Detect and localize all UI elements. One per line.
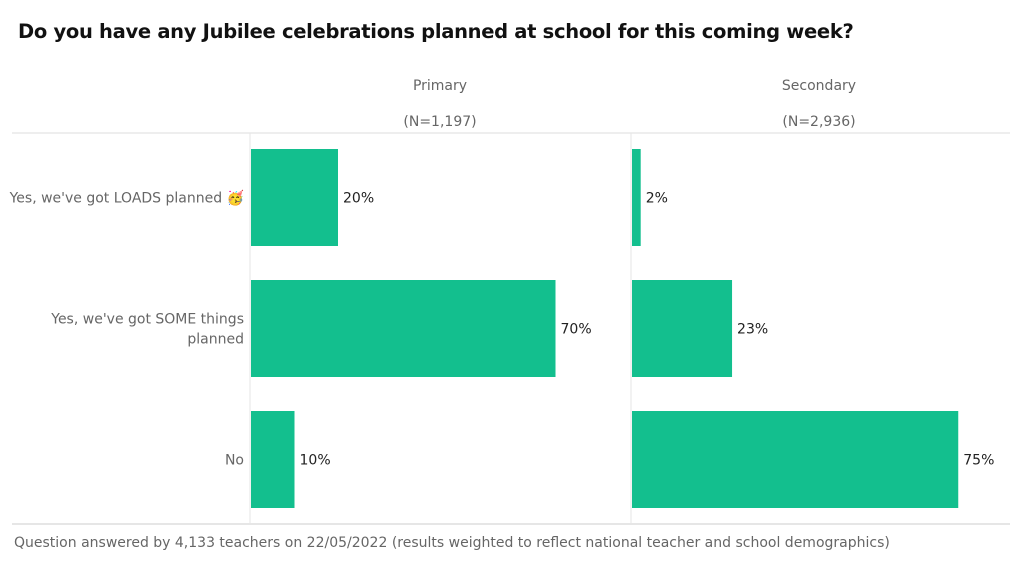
category-label: Yes, we've got SOME things planned bbox=[50, 312, 244, 348]
data-label: 2% bbox=[646, 191, 668, 207]
data-label: 23% bbox=[737, 322, 768, 338]
category-label: No bbox=[225, 453, 244, 469]
footnote: Question answered by 4,133 teachers on 2… bbox=[14, 535, 890, 551]
bar-primary-0 bbox=[251, 149, 338, 246]
chart-title: Do you have any Jubilee celebrations pla… bbox=[18, 20, 854, 43]
data-label: 75% bbox=[963, 453, 994, 469]
data-label: 20% bbox=[343, 191, 374, 207]
data-label: 10% bbox=[300, 453, 331, 469]
category-label: Yes, we've got LOADS planned 🥳 bbox=[9, 189, 244, 207]
data-label: 70% bbox=[561, 322, 592, 338]
bar-secondary-1 bbox=[632, 280, 733, 377]
panel-title-primary: Primary bbox=[412, 78, 468, 94]
panel-title-secondary: Secondary bbox=[781, 78, 857, 94]
bar-secondary-0 bbox=[632, 149, 641, 246]
bar-secondary-2 bbox=[632, 411, 959, 508]
bar-primary-2 bbox=[251, 411, 295, 508]
bar-primary-1 bbox=[251, 280, 556, 377]
panel-n-secondary: (N=2,936) bbox=[782, 114, 856, 130]
panel-n-primary: (N=1,197) bbox=[403, 114, 477, 130]
